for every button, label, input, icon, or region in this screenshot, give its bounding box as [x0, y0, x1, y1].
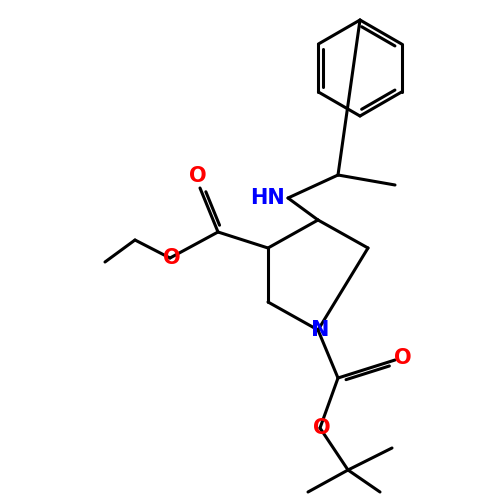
Text: O: O: [163, 248, 181, 268]
Text: O: O: [313, 418, 331, 438]
Text: O: O: [394, 348, 412, 368]
Text: N: N: [311, 320, 329, 340]
Text: O: O: [189, 166, 207, 186]
Text: HN: HN: [250, 188, 285, 208]
